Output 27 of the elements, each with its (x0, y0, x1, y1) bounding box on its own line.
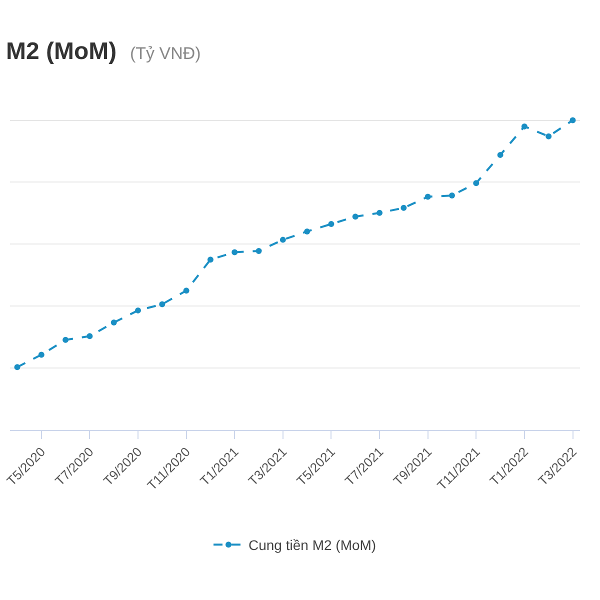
point (62, 336, 69, 343)
point (570, 117, 576, 124)
point (280, 236, 286, 243)
point (135, 307, 142, 314)
chart-subtitle: (Tỷ VNĐ) (130, 44, 201, 63)
point (448, 192, 455, 199)
chart-title: M2 (MoM) (6, 38, 117, 65)
point (256, 248, 262, 254)
point (110, 320, 117, 326)
point (86, 333, 93, 340)
point (232, 249, 238, 256)
point (424, 194, 431, 200)
point (207, 256, 214, 263)
point (304, 228, 310, 234)
point (14, 364, 20, 370)
point (376, 210, 383, 216)
point (521, 123, 528, 130)
point (352, 214, 358, 220)
point (183, 288, 190, 294)
legend-label: Cung tiền M2 (MoM) (248, 537, 376, 554)
point (473, 180, 480, 186)
point (159, 301, 166, 308)
point (38, 352, 44, 358)
point (497, 152, 504, 158)
point (546, 133, 552, 140)
point (400, 204, 407, 211)
point (328, 221, 334, 228)
